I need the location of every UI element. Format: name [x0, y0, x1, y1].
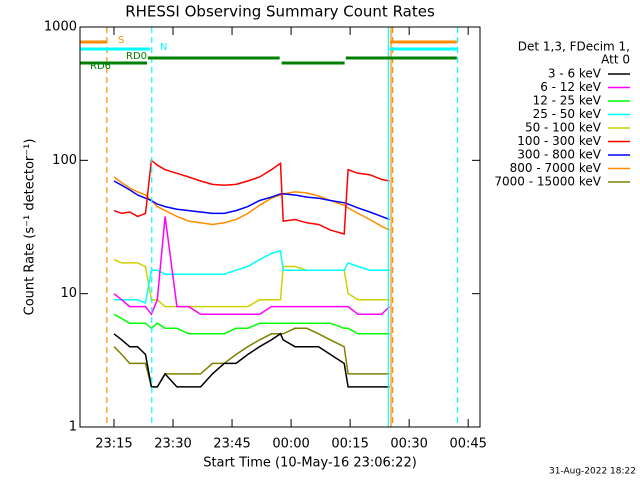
legend-label: 300 - 800 keV: [517, 148, 601, 162]
legend-label: 800 - 7000 keV: [510, 161, 602, 175]
x-tick-label: 00:00: [272, 437, 309, 452]
y-tick-label: 10: [60, 286, 77, 301]
state-label: RD6: [90, 61, 111, 72]
x-tick-label: 00:15: [331, 437, 368, 452]
x-tick-label: 00:45: [449, 437, 486, 452]
plot-frame: [79, 26, 481, 428]
x-tick-label: 23:15: [95, 437, 132, 452]
series-line: [114, 249, 390, 305]
x-tick-label: 23:30: [154, 437, 191, 452]
legend-label: 100 - 300 keV: [517, 134, 601, 148]
y-axis-label: Count Rate (s⁻¹ detector⁻¹): [23, 139, 38, 316]
state-label: N: [160, 42, 167, 53]
legend-label: 7000 - 15000 keV: [494, 175, 601, 189]
y-tick-label: 1: [69, 420, 77, 435]
chart-title: RHESSI Observing Summary Count Rates: [125, 3, 435, 21]
legend-label: 12 - 25 keV: [533, 94, 602, 108]
series-line: [113, 216, 391, 316]
legend-label: 6 - 12 keV: [540, 80, 602, 94]
x-axis-label: Start Time (10-May-16 23:06:22): [203, 456, 417, 471]
legend-label: 3 - 6 keV: [548, 67, 602, 81]
y-tick-label: 100: [52, 153, 77, 168]
state-label: S: [118, 35, 124, 46]
series-line: [113, 158, 390, 235]
series-line: [113, 313, 390, 335]
series-line: [113, 332, 390, 388]
timestamp: 31-Aug-2022 18:22: [549, 467, 636, 477]
legend-label: 25 - 50 keV: [533, 107, 602, 121]
y-tick-label: 1000: [44, 20, 77, 35]
legend-header: Att 0: [601, 53, 630, 67]
x-tick-label: 23:45: [213, 437, 250, 452]
x-tick-label: 00:30: [390, 437, 427, 452]
legend-label: 50 - 100 keV: [525, 121, 602, 135]
state-label: RD0: [126, 51, 147, 62]
series-line: [113, 258, 390, 308]
legend-header: Det 1,3, FDecim 1,: [518, 40, 630, 54]
